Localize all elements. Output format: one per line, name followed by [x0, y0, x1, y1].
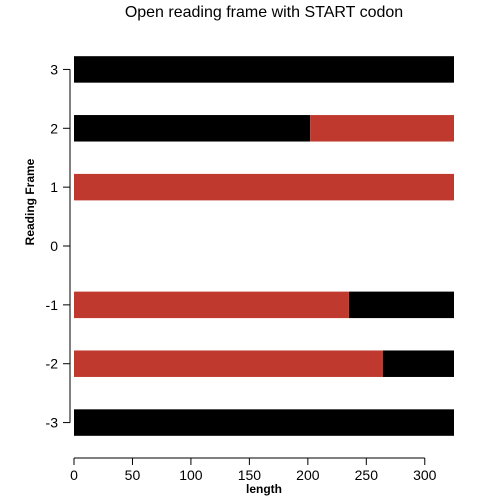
x-tick-label: 200 [296, 467, 320, 483]
bar-frame-1-segment-1 [74, 173, 454, 201]
x-axis-title: length [246, 482, 282, 496]
y-tick-label: 1 [50, 179, 58, 195]
bar-frame-2-segment-0 [74, 115, 311, 142]
y-tick-label: -2 [46, 356, 59, 372]
y-axis-title: Reading Frame [23, 158, 37, 245]
bar-frame--3-segment-0 [74, 409, 454, 436]
x-tick-label: 300 [413, 467, 437, 483]
y-tick-label: 0 [50, 238, 58, 254]
x-tick-label: 100 [179, 467, 203, 483]
bar-frame-2-segment-1 [310, 115, 454, 142]
bar-frame--2-segment-1 [74, 350, 383, 377]
x-tick-label: 0 [70, 467, 78, 483]
bar-frame--2-segment-0 [382, 350, 454, 377]
bar-frame--1-segment-1 [74, 291, 349, 319]
axes-layer: 0 50 100 150 200 250 300 3 2 1 0 -1 -2 -3 [46, 61, 437, 483]
chart-title: Open reading frame with START codon [125, 4, 403, 21]
bars-layer [74, 56, 454, 436]
y-tick-label: -3 [46, 415, 59, 431]
bar-frame--1-segment-0 [348, 291, 454, 319]
x-tick-label: 250 [355, 467, 379, 483]
y-tick-label: 2 [50, 120, 58, 136]
y-tick-label: -1 [46, 297, 59, 313]
x-tick-label: 150 [238, 467, 262, 483]
y-tick-label: 3 [50, 61, 58, 77]
bar-frame-3-segment-0 [74, 56, 454, 83]
x-tick-label: 50 [125, 467, 141, 483]
